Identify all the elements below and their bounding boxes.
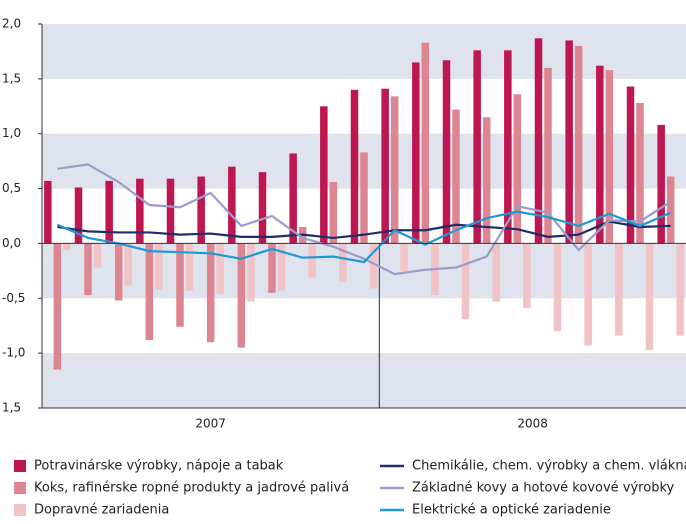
legend-label: Elektrické a optické zariadenie [412, 503, 611, 518]
bar [360, 152, 368, 244]
bar [339, 243, 347, 282]
bar [228, 166, 236, 244]
bar [93, 243, 102, 268]
line [57, 163, 672, 276]
grid-band [42, 24, 686, 79]
bar [390, 96, 399, 244]
bar [136, 178, 144, 244]
bar [492, 243, 500, 302]
y-tick-label: -1,0 [2, 346, 25, 360]
bar [636, 102, 644, 244]
bar [605, 70, 614, 244]
bar [237, 243, 246, 348]
bar [247, 243, 255, 302]
legend-label: Dopravné zariadenia [34, 503, 169, 518]
bar [461, 243, 470, 320]
bar [473, 50, 481, 244]
y-tick-label: 1,0 [2, 126, 21, 140]
y-tick-label: 2,0 [2, 17, 21, 31]
bar [124, 243, 132, 286]
bar [84, 243, 92, 295]
bar [412, 62, 420, 244]
bar [350, 89, 359, 244]
bar [544, 67, 552, 244]
bar [421, 42, 430, 244]
bar [369, 243, 378, 289]
bar [176, 243, 184, 327]
y-tick-label: 1,5 [2, 71, 21, 85]
bar [155, 243, 163, 290]
legend-swatch [14, 460, 26, 472]
bar [320, 106, 328, 244]
bar [657, 124, 665, 244]
bar [166, 178, 175, 244]
bar [452, 109, 460, 244]
bar [381, 88, 389, 244]
y-tick-label: -0,5 [2, 291, 25, 305]
grid-band [42, 353, 686, 408]
bar [268, 243, 276, 293]
bar [105, 180, 113, 244]
bar [645, 243, 654, 350]
bar [114, 243, 123, 301]
bar [145, 243, 154, 340]
bar [258, 172, 267, 244]
bar [44, 180, 52, 244]
bar [504, 50, 512, 244]
bar [206, 243, 215, 343]
bar [523, 243, 531, 309]
x-group-label: 2008 [517, 417, 548, 431]
bar [626, 86, 635, 244]
line [56, 210, 672, 264]
bar [574, 45, 583, 244]
line [57, 220, 671, 240]
bar [308, 243, 316, 278]
bar [513, 94, 522, 244]
bar [289, 153, 297, 244]
bar [584, 243, 592, 346]
y-tick-label: 0,5 [2, 181, 21, 195]
x-group-label: 2007 [195, 417, 226, 431]
bar [534, 38, 543, 244]
bar [197, 176, 205, 244]
legend-label: Koks, rafinérske ropné produkty a jadrov… [34, 481, 349, 496]
y-tick-label: 0,0 [2, 236, 21, 250]
legend-label: Základné kovy a hotové kovové výrobky [412, 481, 675, 496]
bar [482, 117, 491, 244]
bar [400, 243, 408, 271]
bar [53, 243, 62, 370]
bar [666, 176, 675, 244]
bar [615, 243, 623, 336]
bar [216, 243, 224, 294]
bar [596, 65, 604, 244]
bar [565, 40, 573, 244]
bar [63, 243, 71, 251]
legend-label: Potravinárske výrobky, nápoje a tabak [34, 459, 284, 474]
bar [74, 187, 83, 244]
bar [185, 243, 194, 291]
legend-swatch [14, 482, 26, 494]
bar [553, 243, 562, 332]
bar [277, 243, 286, 291]
legend-label: Chemikálie, chem. výrobky a chem. vlákna [412, 459, 686, 474]
bar [442, 60, 451, 244]
bar [676, 243, 684, 336]
y-tick-label: 1,5 [2, 401, 21, 415]
bar [329, 181, 338, 244]
legend-swatch [14, 504, 26, 516]
